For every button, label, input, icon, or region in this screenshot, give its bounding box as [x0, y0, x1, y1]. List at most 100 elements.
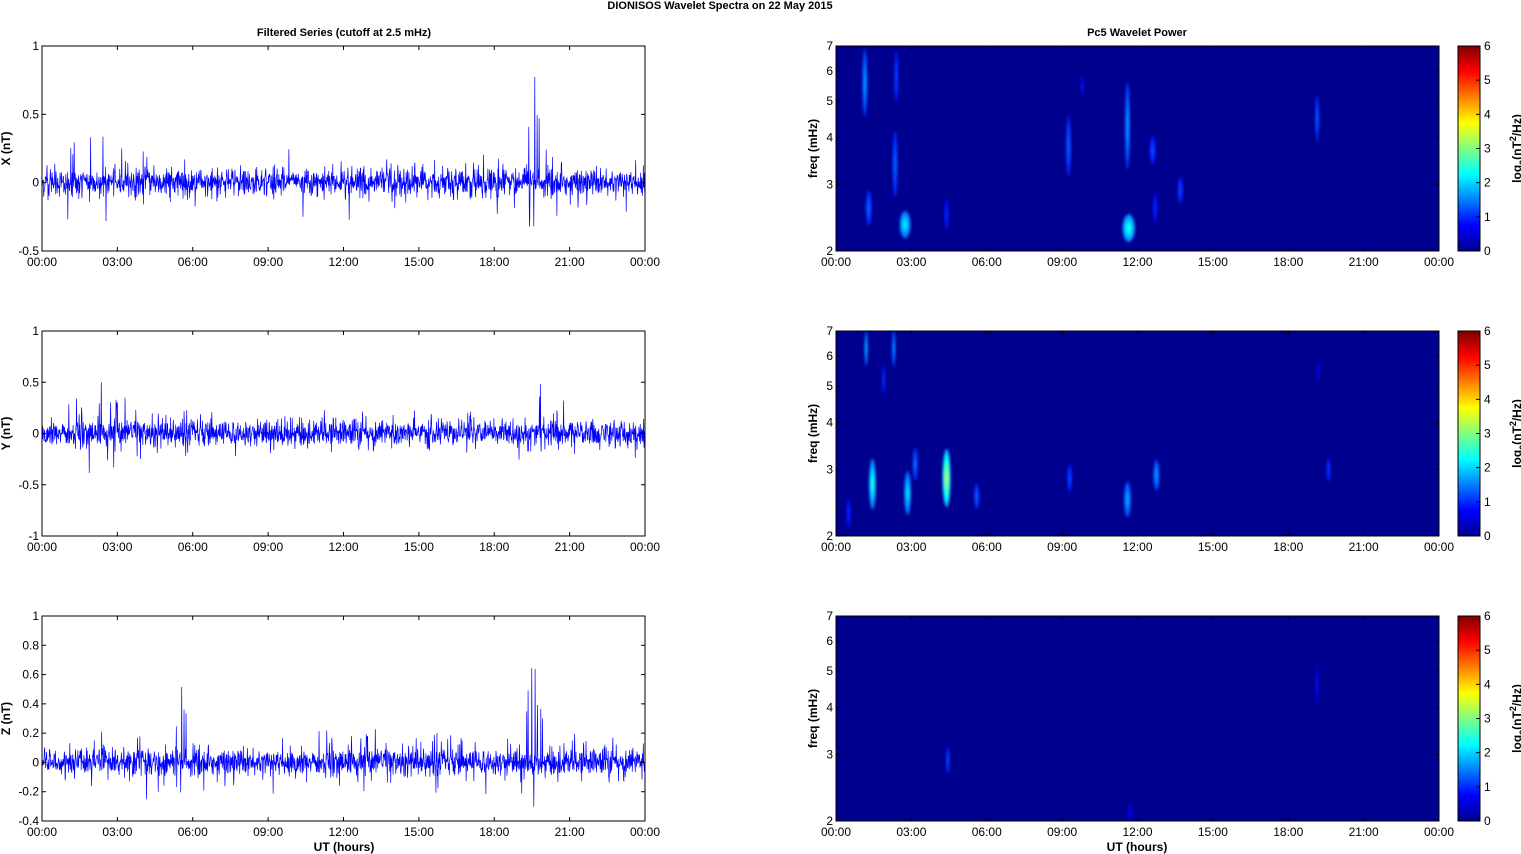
y-series-panel-xtick-label: 18:00 — [479, 540, 509, 554]
right-column-title: Pc5 Wavelet Power — [1087, 27, 1188, 39]
y-series-panel-y-axis-label: Y (nT) — [0, 417, 13, 451]
y-series-panel-xtick-label: 00:00 — [630, 540, 660, 554]
x-wavelet-panel-colorbar-label-part: /Hz) — [1510, 114, 1521, 136]
z-series-panel-y-axis-label: Z (nT) — [0, 702, 13, 735]
y-wavelet-panel-ytick-label: 5 — [826, 379, 833, 393]
z-wavelet-panel-colorbar-label-part: log — [1510, 735, 1521, 753]
z-wavelet-panel-xtick-label: 21:00 — [1349, 825, 1379, 839]
x-wavelet-panel-xtick-label: 00:00 — [1424, 255, 1454, 269]
x-series-panel-ytick-label: -0.5 — [18, 244, 39, 258]
z-series-panel-xtick-label: 18:00 — [479, 825, 509, 839]
z-wavelet-panel-xtick-label: 00:00 — [821, 825, 851, 839]
y-wavelet-panel-xtick-label: 18:00 — [1273, 540, 1303, 554]
z-series-panel-xtick-label: 00:00 — [630, 825, 660, 839]
x-series-panel-plot-area — [42, 46, 645, 251]
z-wavelet-panel-colorbar-tick-label: 5 — [1484, 643, 1491, 657]
z-wavelet-panel-power-blob — [947, 757, 949, 763]
x-wavelet-panel-ytick-label: 7 — [826, 39, 833, 53]
y-wavelet-panel-colorbar-label-part: 2 — [1508, 421, 1518, 426]
y-wavelet-panel-ytick-label: 4 — [826, 416, 833, 430]
y-wavelet-panel-power-blob — [865, 344, 867, 352]
y-series-panel-xtick-label: 21:00 — [555, 540, 585, 554]
z-wavelet-panel-xtick-label: 18:00 — [1273, 825, 1303, 839]
z-wavelet-panel-ytick-label: 3 — [826, 748, 833, 762]
x-wavelet-panel-power-blob — [1067, 139, 1069, 152]
x-wavelet-panel-y-axis-label: freq (mHz) — [806, 119, 820, 178]
y-wavelet-panel-colorbar-tick-label: 0 — [1484, 529, 1491, 543]
y-wavelet-panel-ytick-label: 2 — [826, 529, 833, 543]
z-wavelet-panel-colorbar-label-part: /Hz) — [1510, 684, 1521, 706]
x-wavelet-panel-ytick-label: 5 — [826, 94, 833, 108]
z-wavelet-panel-power-blob — [1316, 680, 1318, 689]
x-wavelet-panel-xtick-label: 15:00 — [1198, 255, 1228, 269]
z-series-panel-xtick-label: 06:00 — [178, 825, 208, 839]
y-series-panel-xtick-label: 12:00 — [328, 540, 358, 554]
x-wavelet-panel-xtick-label: 18:00 — [1273, 255, 1303, 269]
x-wavelet-panel-power-blob — [1154, 205, 1156, 212]
y-wavelet-panel-xtick-label: 06:00 — [972, 540, 1002, 554]
y-wavelet-panel-colorbar-label-part: (nT — [1510, 426, 1521, 445]
z-series-panel-series-line — [41, 668, 646, 807]
y-wavelet-panel-blobs — [846, 331, 1331, 528]
x-wavelet-panel-power-blob — [894, 157, 896, 171]
z-wavelet-panel-xtick-label: 06:00 — [972, 825, 1002, 839]
x-wavelet-panel-power-blob — [903, 221, 907, 228]
z-wavelet-panel-xtick-label: 15:00 — [1198, 825, 1228, 839]
x-wavelet-panel-ytick-label: 3 — [826, 178, 833, 192]
x-wavelet-panel-power-blob — [868, 204, 870, 212]
z-series-panel-ytick-label: -0.4 — [18, 814, 39, 828]
z-wavelet-panel-colorbar-tick-label: 3 — [1484, 712, 1491, 726]
y-wavelet-panel-xtick-label: 00:00 — [821, 540, 851, 554]
y-wavelet-panel-xtick-label: 09:00 — [1047, 540, 1077, 554]
y-wavelet-panel-colorbar-tick-label: 5 — [1484, 358, 1491, 372]
z-wavelet-panel: 2 3 4 5 6 7 00:00 03:00 06:00 09:00 12:00 15:00 18:0… — [806, 609, 1521, 839]
y-series-panel-xtick-label: 00:00 — [27, 540, 57, 554]
y-series-panel: -1 -0.5 0 0.5 1 00:00 03:00 06:00 09:00 12:00 15:0… — [0, 324, 660, 554]
figure-title: DIONISOS Wavelet Spectra on 22 May 2015 — [607, 0, 832, 12]
z-wavelet-panel-colorbar-tick-label: 6 — [1484, 609, 1491, 623]
x-wavelet-panel-power-blob — [1126, 117, 1128, 135]
z-wavelet-panel-ytick-label: 4 — [826, 701, 833, 715]
x-wavelet-panel-colorbar-label-part: (nT — [1510, 141, 1521, 160]
x-series-panel-ytick-label: 0.5 — [22, 107, 39, 121]
x-axis-label-right: UT (hours) — [1107, 840, 1168, 854]
x-series-panel-xtick-label: 06:00 — [178, 255, 208, 269]
x-wavelet-panel-xtick-label: 09:00 — [1047, 255, 1077, 269]
y-wavelet-panel-power-blob — [1318, 368, 1319, 373]
x-wavelet-panel-power-blob — [1179, 187, 1181, 193]
y-wavelet-panel-power-blob — [945, 472, 948, 484]
y-series-panel-ytick-label: -0.5 — [18, 478, 39, 492]
x-wavelet-panel-power-blob — [1151, 147, 1154, 154]
z-series-panel-ytick-label: -0.2 — [18, 785, 39, 799]
x-series-panel-ytick-label: 1 — [32, 39, 39, 53]
y-wavelet-panel-power-blob — [883, 376, 885, 383]
y-wavelet-panel-colorbar-tick-label: 3 — [1484, 427, 1491, 441]
y-wavelet-panel-power-blob — [848, 510, 849, 516]
z-wavelet-panel-xtick-label: 00:00 — [1424, 825, 1454, 839]
y-wavelet-panel-power-blob — [1328, 467, 1329, 473]
y-wavelet-panel-xtick-label: 15:00 — [1198, 540, 1228, 554]
x-series-panel-xtick-label: 00:00 — [27, 255, 57, 269]
z-wavelet-panel-colorbar-label-part: (nT — [1510, 711, 1521, 730]
z-series-panel-ytick-label: 0.4 — [22, 697, 39, 711]
x-wavelet-panel-blobs — [862, 48, 1320, 243]
x-wavelet-panel-power-blob — [864, 75, 866, 90]
x-series-panel-xtick-label: 21:00 — [555, 255, 585, 269]
z-wavelet-panel-plot-area — [836, 616, 1439, 821]
x-wavelet-panel-colorbar-label-part: 2 — [1518, 160, 1521, 165]
x-wavelet-panel-power-blob — [946, 211, 947, 218]
x-wavelet-panel-power-blob — [1127, 225, 1130, 231]
y-wavelet-panel-colorbar-tick-label: 2 — [1484, 461, 1491, 475]
y-series-panel-series-line — [41, 382, 646, 473]
z-wavelet-panel-ytick-label: 7 — [826, 609, 833, 623]
x-wavelet-panel-colorbar-tick-label: 2 — [1484, 176, 1491, 190]
x-wavelet-panel-power-blob — [895, 71, 897, 83]
x-wavelet-panel-colorbar-tick-label: 3 — [1484, 142, 1491, 156]
z-series-panel-xtick-label: 12:00 — [328, 825, 358, 839]
z-wavelet-panel-colorbar-tick-label: 4 — [1484, 677, 1491, 691]
y-wavelet-panel-power-blob — [1069, 475, 1071, 481]
z-wavelet-panel-y-axis-label: freq (mHz) — [806, 689, 820, 748]
x-wavelet-panel-ytick-label: 6 — [826, 64, 833, 78]
y-wavelet-panel-power-blob — [914, 460, 916, 468]
